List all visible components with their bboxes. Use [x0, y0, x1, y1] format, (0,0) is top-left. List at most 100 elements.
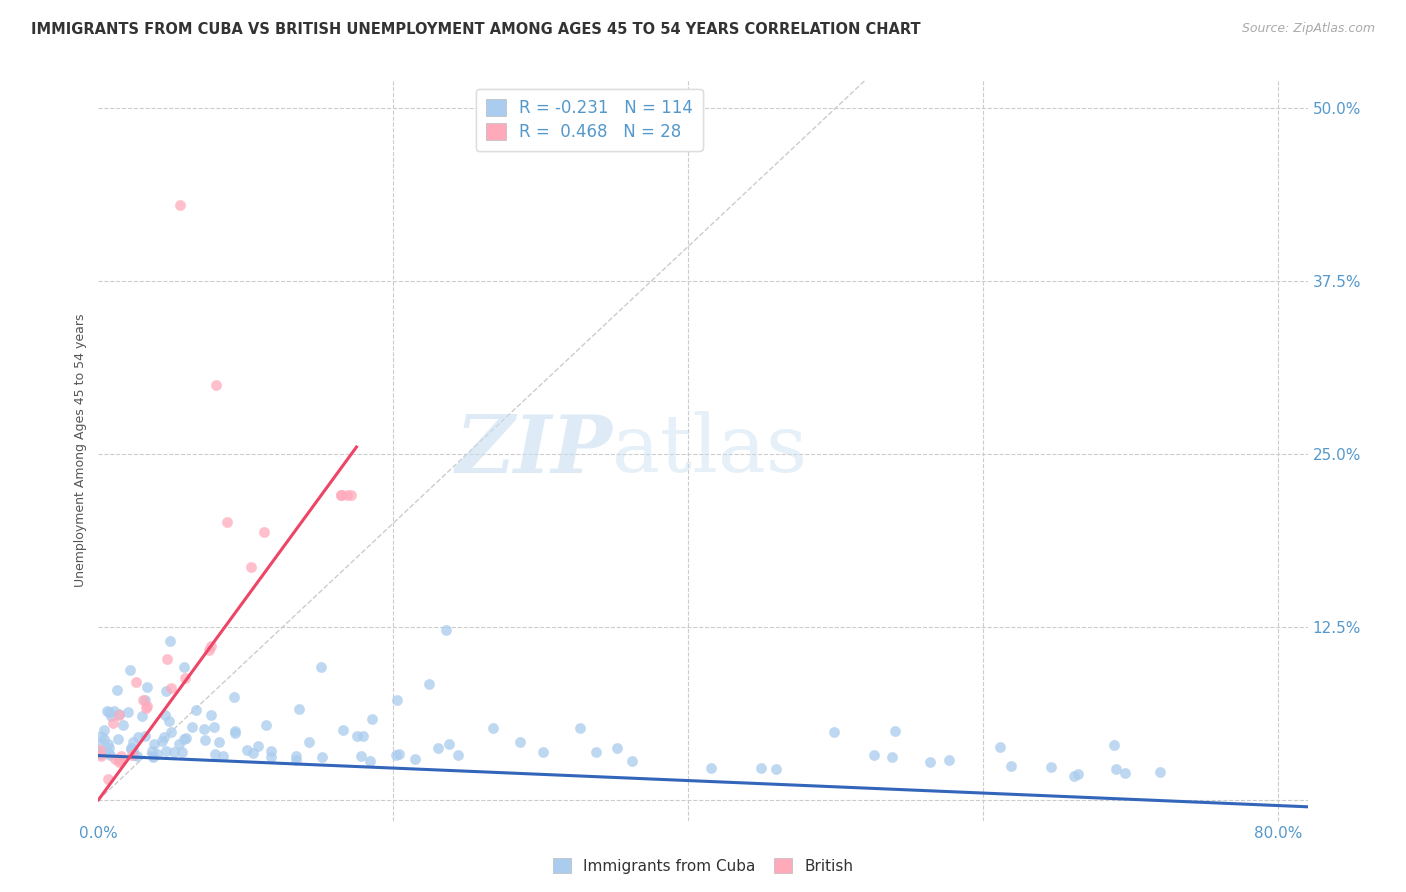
Point	[621, 754, 644, 768]
Point	[117, 706, 139, 720]
Point	[110, 748, 132, 763]
Point	[298, 735, 321, 749]
Point	[108, 708, 131, 723]
Point	[336, 488, 359, 502]
Point	[332, 723, 354, 737]
Point	[93, 731, 115, 746]
Point	[87, 737, 110, 751]
Point	[404, 751, 426, 765]
Point	[159, 634, 181, 648]
Point	[882, 749, 904, 764]
Point	[385, 748, 408, 763]
Point	[569, 721, 592, 735]
Legend: R = -0.231   N = 114, R =  0.468   N = 28: R = -0.231 N = 114, R = 0.468 N = 28	[475, 88, 703, 151]
Point	[823, 725, 845, 739]
Text: Source: ZipAtlas.com: Source: ZipAtlas.com	[1241, 22, 1375, 36]
Point	[224, 690, 246, 705]
Point	[224, 726, 246, 740]
Point	[434, 623, 457, 637]
Point	[350, 749, 373, 764]
Point	[97, 706, 120, 720]
Point	[136, 680, 159, 694]
Point	[163, 745, 186, 759]
Point	[125, 749, 148, 764]
Point	[104, 752, 127, 766]
Point	[361, 712, 384, 726]
Point	[150, 734, 173, 748]
Point	[1149, 764, 1171, 779]
Point	[359, 754, 381, 768]
Point	[418, 677, 440, 691]
Point	[142, 748, 165, 763]
Point	[585, 745, 607, 759]
Y-axis label: Unemployment Among Ages 45 to 54 years: Unemployment Among Ages 45 to 54 years	[75, 314, 87, 587]
Point	[531, 745, 554, 759]
Point	[447, 747, 470, 762]
Point	[284, 749, 307, 764]
Point	[107, 706, 129, 721]
Point	[330, 488, 353, 502]
Point	[309, 660, 332, 674]
Point	[427, 740, 450, 755]
Point	[194, 732, 217, 747]
Point	[204, 747, 226, 761]
Point	[1039, 760, 1062, 774]
Point	[1114, 766, 1136, 780]
Point	[346, 729, 368, 743]
Point	[700, 761, 723, 775]
Point	[311, 749, 333, 764]
Point	[131, 693, 153, 707]
Point	[120, 740, 142, 755]
Point	[173, 732, 195, 747]
Point	[98, 748, 121, 763]
Point	[224, 724, 246, 739]
Point	[134, 729, 156, 743]
Point	[938, 752, 960, 766]
Point	[385, 693, 408, 707]
Point	[1102, 739, 1125, 753]
Point	[145, 747, 167, 762]
Point	[120, 742, 142, 756]
Point	[167, 737, 190, 751]
Point	[765, 762, 787, 776]
Point	[253, 525, 276, 540]
Point	[1105, 763, 1128, 777]
Point	[97, 746, 120, 760]
Point	[260, 750, 283, 764]
Point	[156, 652, 179, 666]
Point	[242, 746, 264, 760]
Point	[160, 681, 183, 695]
Point	[90, 729, 112, 743]
Point	[863, 748, 886, 763]
Legend: Immigrants from Cuba, British: Immigrants from Cuba, British	[547, 852, 859, 880]
Point	[89, 747, 111, 761]
Point	[169, 198, 191, 212]
Point	[97, 772, 120, 786]
Point	[120, 664, 142, 678]
Point	[509, 735, 531, 749]
Point	[212, 749, 235, 764]
Point	[135, 699, 157, 714]
Point	[202, 720, 225, 734]
Point	[152, 730, 174, 744]
Point	[260, 744, 283, 758]
Point	[97, 737, 120, 751]
Point	[988, 740, 1011, 755]
Point	[103, 704, 125, 718]
Point	[111, 718, 134, 732]
Point	[97, 741, 120, 756]
Point	[122, 748, 145, 763]
Point	[749, 761, 772, 775]
Point	[184, 703, 207, 717]
Point	[153, 708, 176, 723]
Point	[1063, 769, 1085, 783]
Text: atlas: atlas	[613, 411, 807, 490]
Point	[125, 675, 148, 690]
Point	[288, 701, 311, 715]
Point	[107, 732, 129, 747]
Point	[96, 704, 118, 718]
Point	[142, 737, 165, 751]
Point	[388, 747, 411, 761]
Point	[1000, 759, 1022, 773]
Point	[122, 735, 145, 749]
